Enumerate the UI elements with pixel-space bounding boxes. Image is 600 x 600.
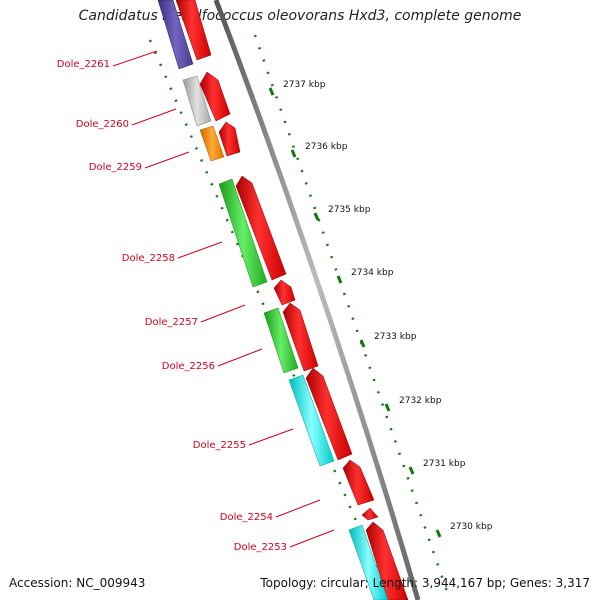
scale-tick-mark (313, 212, 320, 221)
scale-tick-label: 2734 kbp (351, 268, 394, 278)
gene-label-leader (248, 428, 294, 446)
forward-gene-arrow (175, 0, 212, 61)
scale-tick-mark (408, 466, 415, 475)
forward-gene-arrow (235, 175, 287, 281)
scale-tick-label: 2735 kbp (328, 205, 371, 215)
tick-guide-lines (148, 34, 452, 600)
gene-label[interactable]: Dole_2258 (122, 253, 175, 264)
gene-label[interactable]: Dole_2254 (220, 512, 273, 523)
gene-label-leader (177, 241, 223, 259)
gene-block-green (218, 178, 268, 288)
gene-label[interactable]: Dole_2256 (162, 361, 215, 372)
gene-block-green (263, 307, 299, 374)
scale-tick-label: 2737 kbp (283, 80, 326, 90)
genome-backbone (213, 0, 421, 600)
forward-gene-arrow (342, 459, 375, 506)
scale-tick-mark (336, 275, 343, 284)
forward-gene-arrow (361, 507, 379, 521)
scale-tick-mark (435, 529, 442, 538)
gene-label-leader (131, 108, 177, 126)
scale-tick-label: 2731 kbp (423, 459, 466, 469)
scale-tick-label: 2733 kbp (374, 332, 417, 342)
gene-label-leader (275, 499, 321, 518)
forward-gene-arrow (305, 367, 353, 461)
gene-block-orange (199, 125, 225, 162)
gene-label-leader (144, 151, 190, 169)
scale-tick-label: 2732 kbp (399, 396, 442, 406)
forward-strand-genes (175, 0, 409, 600)
scale-tick-mark (359, 339, 366, 348)
gene-label[interactable]: Dole_2261 (57, 59, 110, 70)
gene-label[interactable]: Dole_2253 (234, 542, 287, 553)
gene-labels: Dole_2261 Dole_2260 Dole_2259 Dole_2258 Dole… (57, 50, 335, 553)
scale-ticks: 2737 kbp 2736 kbp 2735 kbp 2734 kbp 2733 kbp… (268, 80, 493, 538)
forward-gene-arrow (218, 121, 241, 157)
gene-label-leader (112, 50, 158, 67)
forward-gene-arrow (273, 279, 296, 306)
gene-label[interactable]: Dole_2257 (145, 317, 198, 328)
tick-guide-line (253, 34, 452, 600)
reverse-strand-genes (157, 0, 389, 600)
gene-label-leader (217, 348, 263, 367)
gene-block-purple (157, 0, 194, 70)
genome-summary-text: Topology: circular; Length: 3,944,167 bp… (260, 576, 590, 590)
scale-tick-mark (268, 87, 275, 96)
tick-guide-line (148, 39, 392, 600)
forward-gene-arrow (365, 521, 409, 600)
gene-block-cyan (348, 524, 389, 600)
gene-label[interactable]: Dole_2255 (193, 440, 246, 451)
gene-label-leader (200, 304, 246, 323)
scale-tick-label: 2730 kbp (450, 522, 493, 532)
gene-label[interactable]: Dole_2260 (76, 119, 129, 130)
accession-text: Accession: NC_009943 (9, 576, 146, 590)
gene-block-cyan (288, 374, 335, 467)
scale-tick-mark (290, 149, 297, 158)
gene-label-leader (289, 529, 335, 548)
forward-gene-arrow (199, 71, 231, 122)
scale-tick-label: 2736 kbp (305, 142, 348, 152)
gene-block-grey (182, 75, 212, 127)
gene-label[interactable]: Dole_2259 (89, 162, 142, 173)
scale-tick-mark (384, 403, 391, 412)
forward-gene-arrow (282, 302, 319, 372)
